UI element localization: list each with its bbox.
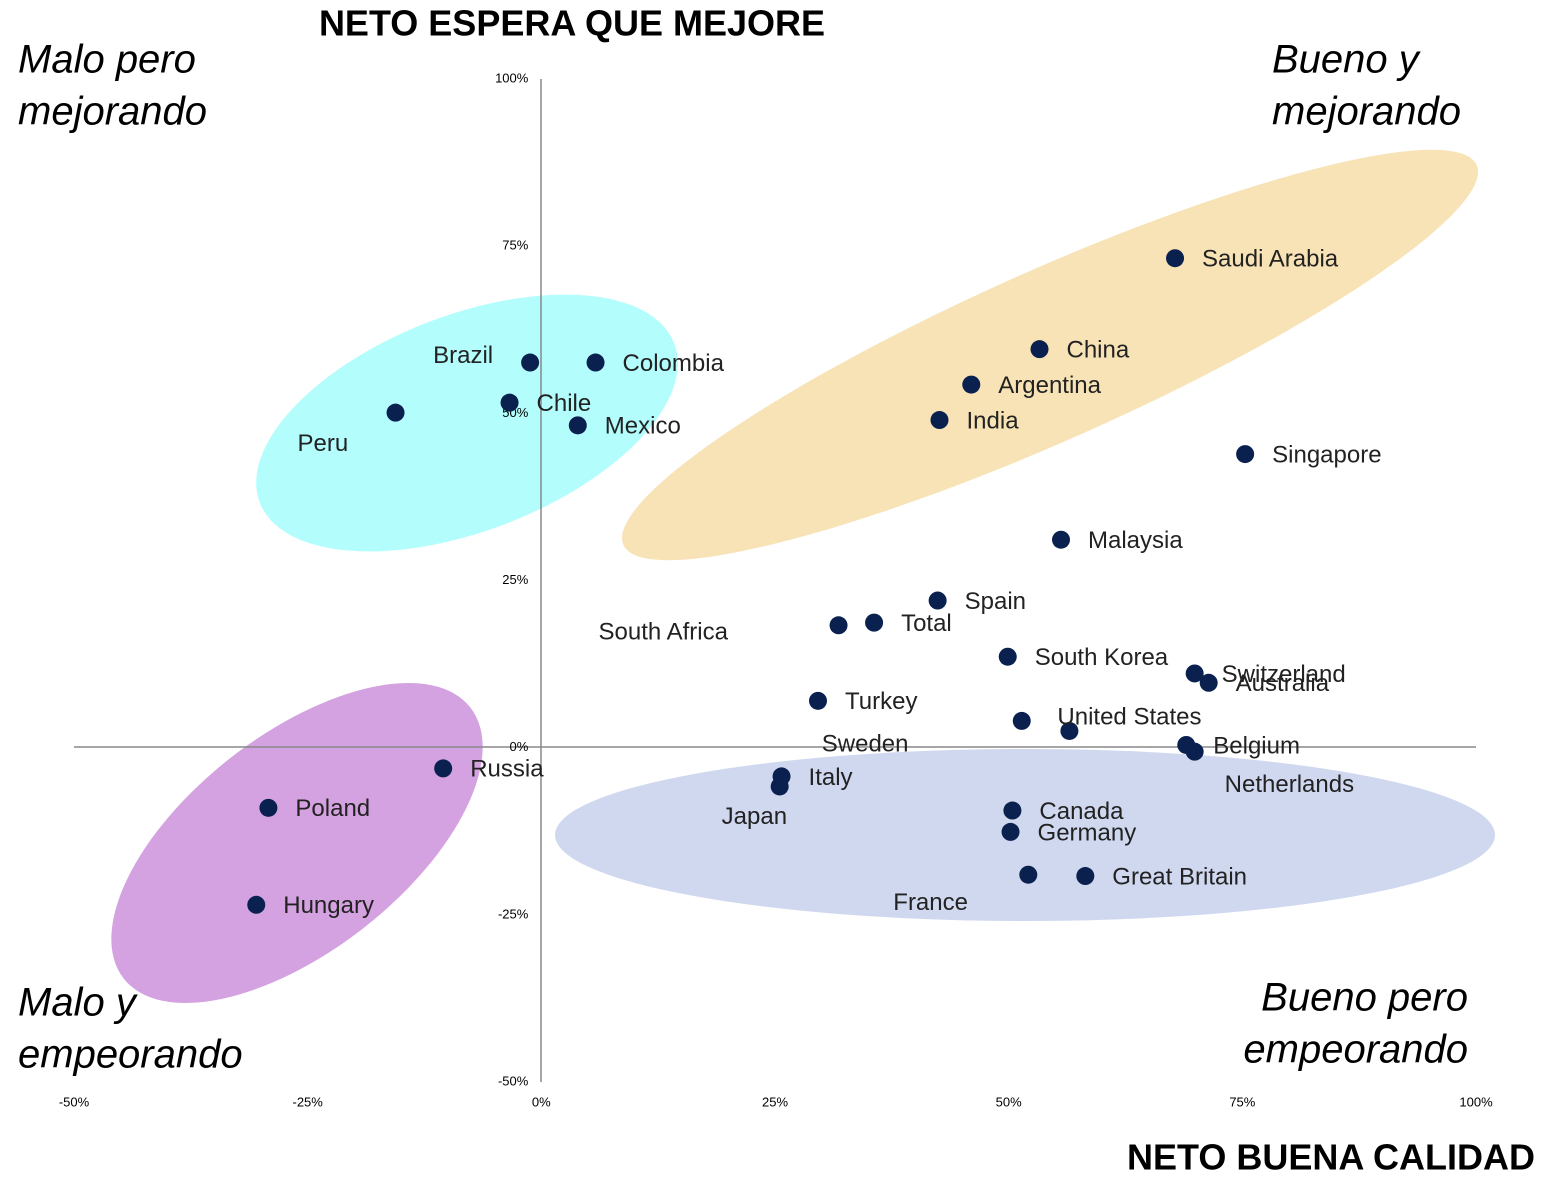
point — [1052, 530, 1071, 549]
point-label: Poland — [295, 795, 370, 822]
y-tick-label: 75% — [502, 238, 528, 253]
point-label: China — [1067, 336, 1130, 363]
y-tick-label: -50% — [498, 1073, 529, 1088]
point-label: Netherlands — [1225, 771, 1354, 798]
point — [1185, 664, 1204, 683]
point — [1012, 711, 1031, 730]
point — [962, 375, 981, 394]
point-label: Turkey — [845, 688, 917, 715]
point-label: Great Britain — [1112, 863, 1247, 890]
y-tick-label: 0% — [510, 739, 529, 754]
point-label: India — [967, 407, 1020, 434]
quadrant-label: Bueno pero — [1261, 976, 1468, 1020]
y-tick-label: -25% — [498, 906, 529, 921]
x-tick-label: -25% — [292, 1094, 323, 1109]
quadrant-label: empeorando — [1243, 1028, 1468, 1072]
y-tick-label: 100% — [495, 70, 529, 85]
point-label: Australia — [1236, 670, 1330, 697]
point — [500, 393, 519, 412]
point — [1236, 445, 1255, 464]
point-label: Hungary — [283, 892, 374, 919]
quadrant-label: Malo pero — [18, 38, 196, 82]
quadrant-label: mejorando — [1272, 90, 1461, 134]
point-label: Germany — [1038, 819, 1137, 846]
point-label: Italy — [809, 764, 853, 791]
point-label: Chile — [537, 390, 592, 417]
point — [521, 353, 540, 372]
group-ellipse — [256, 294, 678, 552]
point-label: Saudi Arabia — [1202, 246, 1339, 273]
point-label: France — [893, 889, 968, 916]
point — [386, 403, 405, 422]
quadrant-label: mejorando — [18, 90, 207, 134]
x-tick-label: 25% — [762, 1094, 788, 1109]
point-label: Switzerland — [1222, 661, 1346, 688]
point — [1076, 867, 1095, 886]
point — [865, 613, 884, 632]
point — [930, 411, 949, 430]
quadrant-label: empeorando — [18, 1033, 243, 1077]
x-tick-label: 75% — [1229, 1094, 1255, 1109]
point — [1030, 340, 1049, 359]
point — [1019, 865, 1038, 884]
point — [586, 353, 605, 372]
point — [770, 777, 789, 796]
quadrant-label: Bueno y — [1272, 38, 1422, 82]
point-label: United States — [1057, 703, 1201, 730]
point-label: Malaysia — [1088, 527, 1183, 554]
quadrant-label: Malo y — [18, 981, 139, 1025]
point-label: South Korea — [1035, 644, 1169, 671]
point — [434, 759, 453, 778]
point-label: Belgium — [1213, 732, 1300, 759]
x-axis-label: NETO BUENA CALIDAD — [1127, 1137, 1535, 1178]
point — [928, 591, 947, 610]
point — [1003, 801, 1022, 820]
group-ellipse — [555, 749, 1495, 921]
point-label: Japan — [722, 803, 787, 830]
point — [808, 691, 827, 710]
point-label: Colombia — [623, 350, 725, 377]
point — [1166, 249, 1185, 268]
point-label: Singapore — [1272, 441, 1381, 468]
x-tick-label: 100% — [1459, 1094, 1493, 1109]
x-tick-label: 0% — [532, 1094, 551, 1109]
group-ellipse — [621, 149, 1479, 561]
point-label: Argentina — [998, 372, 1101, 399]
x-tick-label: -50% — [59, 1094, 90, 1109]
point-label: Mexico — [605, 413, 681, 440]
x-tick-label: 50% — [996, 1094, 1022, 1109]
group-ellipse — [111, 683, 483, 1003]
point — [998, 647, 1017, 666]
y-tick-label: 25% — [502, 572, 528, 587]
point — [1060, 721, 1079, 740]
point — [259, 798, 278, 817]
point-label: Canada — [1039, 798, 1124, 825]
point-label: Peru — [298, 430, 349, 457]
point — [829, 616, 848, 635]
point-label: Spain — [965, 588, 1026, 615]
point-label: Russia — [470, 756, 544, 783]
chart-title: NETO ESPERA QUE MEJORE — [319, 3, 825, 44]
point — [1185, 742, 1204, 761]
point — [1199, 673, 1218, 692]
point — [247, 895, 266, 914]
point — [1001, 822, 1020, 841]
point-label: Total — [901, 610, 952, 637]
point-label: Sweden — [822, 730, 909, 757]
point-label: Brazil — [433, 342, 493, 369]
point — [568, 416, 587, 435]
point-label: South Africa — [599, 619, 729, 646]
